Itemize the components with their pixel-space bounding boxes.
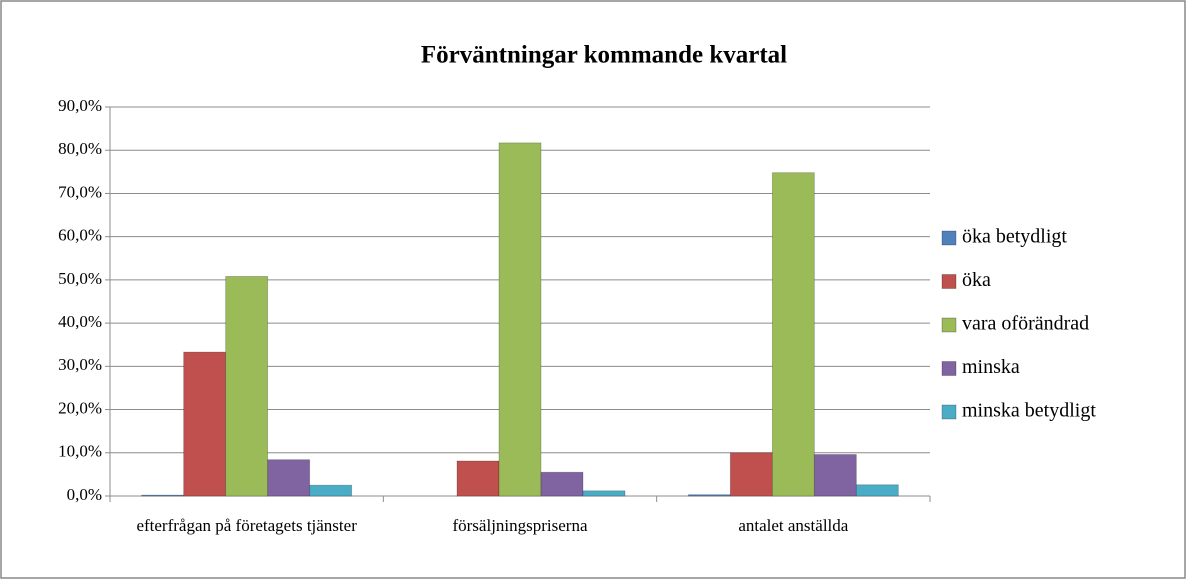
bar <box>183 351 227 497</box>
bar <box>141 494 185 497</box>
legend-label: vara oförändrad <box>962 313 1089 335</box>
chart-title: Förväntningar kommande kvartal <box>421 42 787 69</box>
bar <box>687 494 731 497</box>
bar <box>267 459 311 497</box>
bar <box>540 471 584 497</box>
x-tick-label: efterfrågan på företagets tjänster <box>136 516 357 535</box>
legend-label: minska betydligt <box>962 400 1096 422</box>
bar <box>582 490 626 497</box>
y-tick-label: 30,0% <box>58 355 102 374</box>
x-tick-label: försäljningspriserna <box>452 516 588 535</box>
y-tick-label: 50,0% <box>58 269 102 288</box>
legend-label: öka <box>962 269 991 291</box>
y-tick-label: 20,0% <box>58 398 102 417</box>
legend-swatch <box>941 404 957 420</box>
legend-label: minska <box>962 356 1020 378</box>
x-tick-label: antalet anställda <box>738 516 849 535</box>
bar <box>456 460 500 497</box>
bar <box>498 142 542 497</box>
legend-swatch <box>941 317 957 333</box>
y-tick-label: 0,0% <box>67 485 102 504</box>
bar <box>309 484 353 497</box>
y-tick-label: 40,0% <box>58 312 102 331</box>
y-tick-label: 60,0% <box>58 226 102 245</box>
y-tick-label: 10,0% <box>58 442 102 461</box>
legend-label: öka betydligt <box>962 226 1067 248</box>
legend-swatch <box>941 361 957 376</box>
bar <box>771 172 815 497</box>
legend-swatch <box>941 274 957 289</box>
bar <box>225 276 269 497</box>
y-tick-label: 70,0% <box>58 182 102 201</box>
bar <box>855 484 899 497</box>
bar <box>813 454 857 497</box>
legend-swatch <box>941 230 957 246</box>
y-tick-label: 80,0% <box>58 139 102 158</box>
y-tick-label: 90,0% <box>58 96 102 115</box>
bar <box>729 452 773 497</box>
